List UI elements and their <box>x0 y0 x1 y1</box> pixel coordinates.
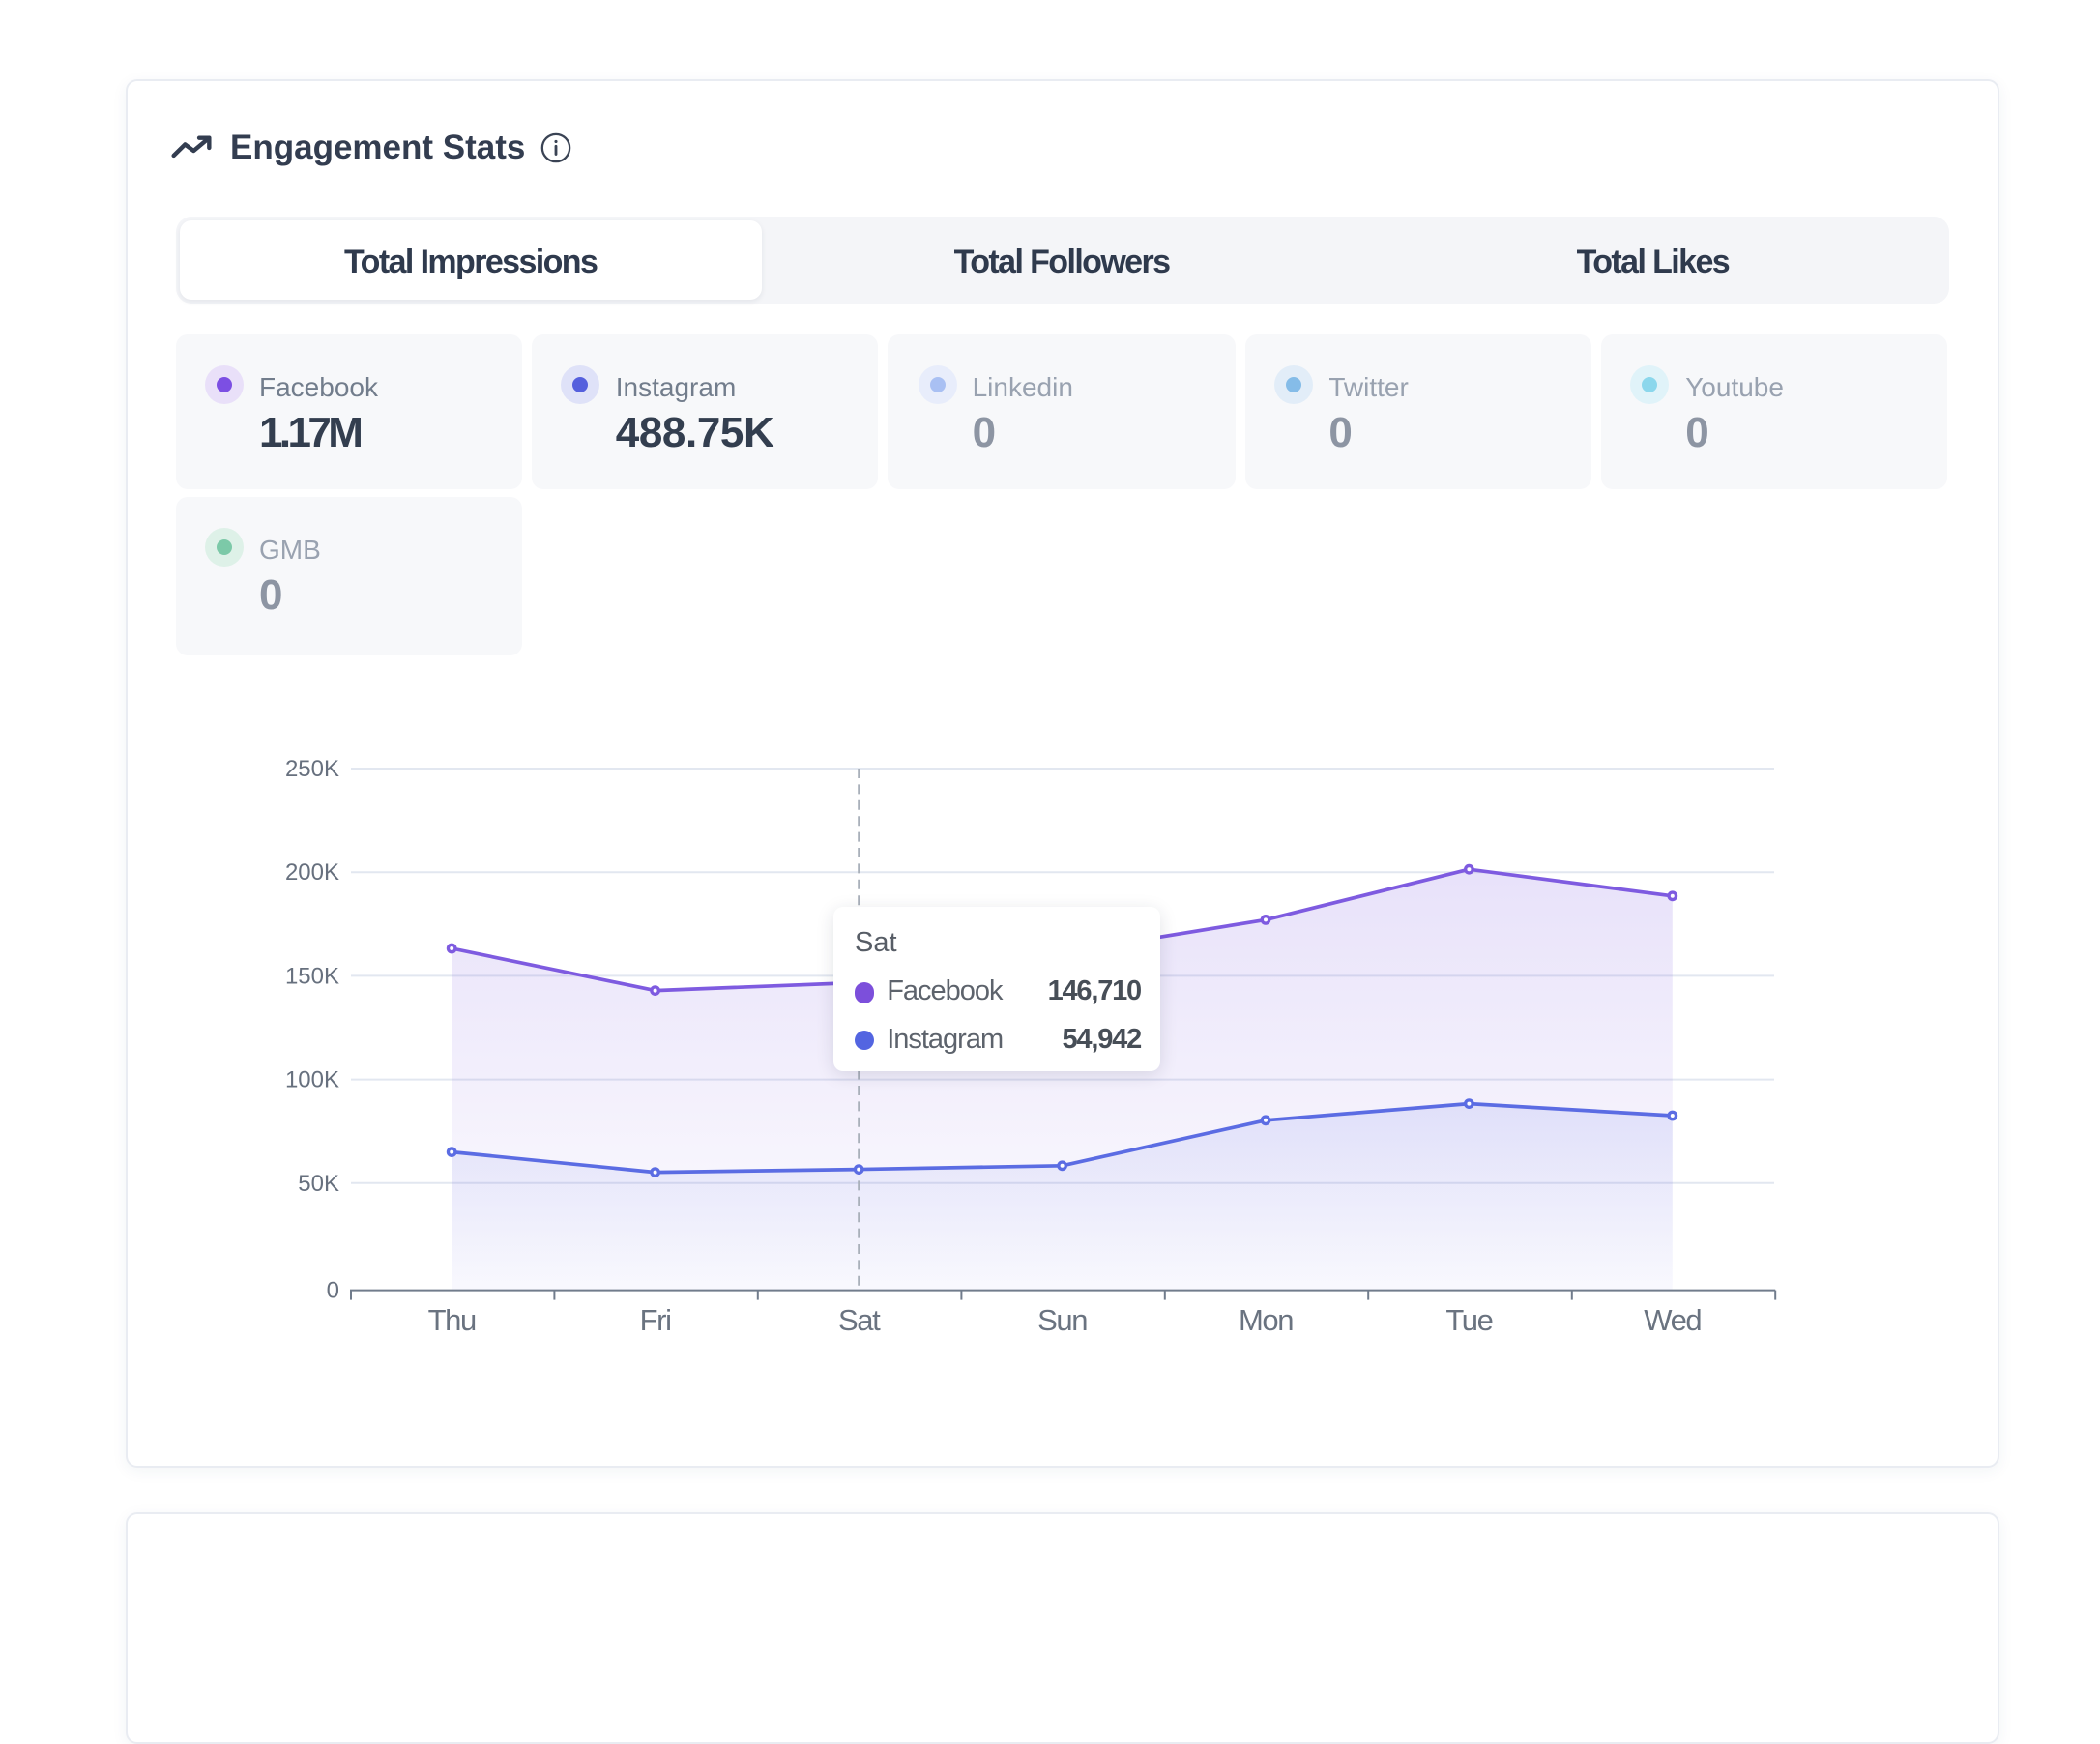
svg-text:50K: 50K <box>298 1171 339 1197</box>
svg-text:Thu: Thu <box>428 1303 476 1337</box>
svg-text:Wed: Wed <box>1644 1303 1701 1337</box>
svg-text:Mon: Mon <box>1239 1303 1293 1337</box>
svg-text:Fri: Fri <box>640 1303 671 1337</box>
svg-text:Tue: Tue <box>1445 1303 1492 1337</box>
svg-text:0: 0 <box>327 1278 339 1304</box>
svg-text:Sun: Sun <box>1037 1303 1087 1337</box>
svg-text:150K: 150K <box>285 963 339 989</box>
svg-text:100K: 100K <box>285 1067 339 1093</box>
svg-text:250K: 250K <box>285 756 339 782</box>
svg-text:Sat: Sat <box>838 1303 881 1337</box>
svg-text:200K: 200K <box>285 859 339 886</box>
